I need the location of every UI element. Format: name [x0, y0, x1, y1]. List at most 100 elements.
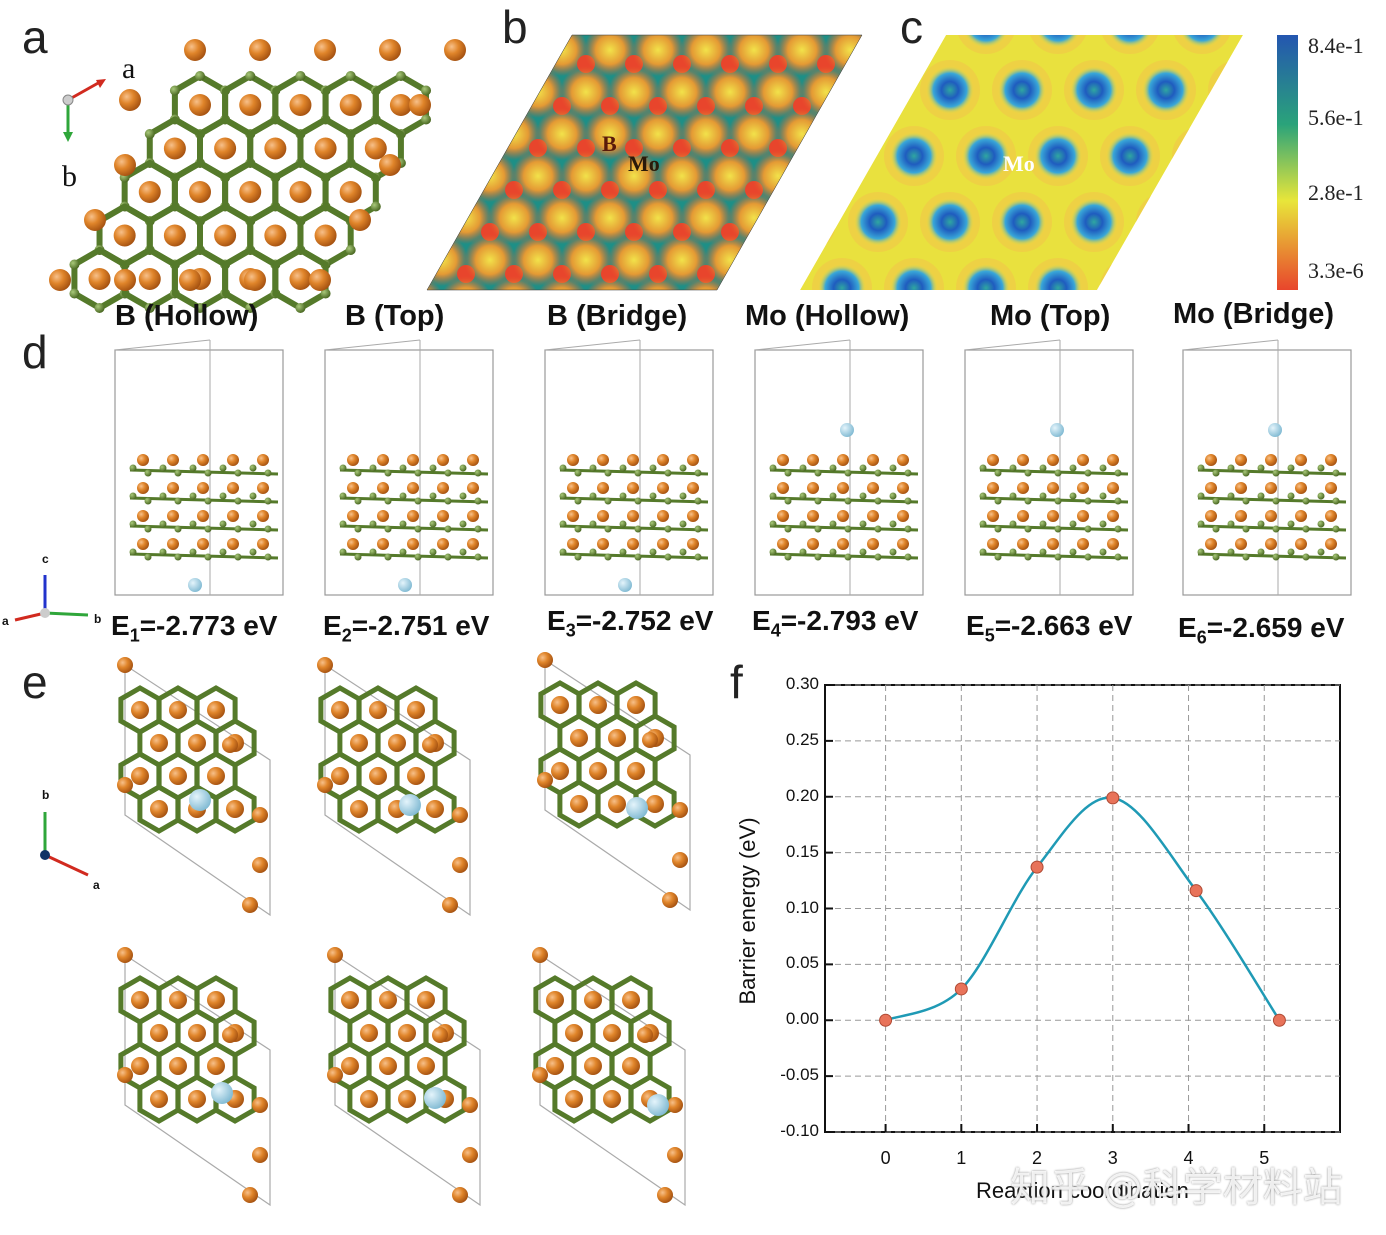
mo-atom: [1235, 482, 1247, 494]
b-atom: [174, 497, 182, 505]
map-b-spot: [680, 276, 732, 290]
mo-atom: [317, 777, 333, 793]
mo-atom: [289, 181, 312, 203]
mo-atom: [314, 39, 336, 61]
map-c-ring: [992, 324, 1052, 384]
hex-ring: [213, 784, 257, 834]
b-atom: [264, 525, 272, 533]
mo-atom: [687, 538, 699, 550]
b-atom: [634, 497, 642, 505]
mo-atom: [377, 510, 389, 522]
b-atom: [474, 497, 482, 505]
b-atom: [339, 492, 347, 500]
b-atom: [249, 520, 257, 528]
b-atom: [1114, 469, 1122, 477]
mo-atom: [432, 1027, 448, 1043]
b-atom: [889, 464, 897, 472]
map-c-spot: [854, 66, 902, 114]
b-atom: [459, 492, 467, 500]
b-atom: [784, 525, 792, 533]
map-b-spot: [800, 150, 852, 202]
mo-atom: [227, 538, 239, 550]
b-atom: [414, 525, 422, 533]
hex-ring: [633, 779, 677, 829]
b-atom: [1024, 525, 1032, 533]
b-atom: [245, 71, 256, 81]
mo-atom: [1077, 454, 1089, 466]
map-b-spot: [584, 192, 636, 244]
mo-atom: [252, 857, 268, 873]
mo-atom: [567, 538, 579, 550]
map-c-ring: [1208, 60, 1243, 120]
mo-atom: [467, 482, 479, 494]
mo-atom: [551, 762, 569, 780]
b-atom: [1317, 520, 1325, 528]
mo-atom: [417, 991, 435, 1009]
mo-atom: [188, 1090, 206, 1108]
lattice-bond: [197, 203, 229, 224]
x-tick-label: 2: [1032, 1148, 1043, 1168]
map-c-spot: [1106, 132, 1154, 180]
map-b-spot: [848, 66, 862, 118]
mo-atom: [437, 538, 449, 550]
mo-atom: [257, 482, 269, 494]
axis-b-arrowhead: [63, 132, 73, 142]
mo-atom: [567, 510, 579, 522]
adsorbate-atom: [1050, 423, 1064, 437]
mo-atom: [137, 454, 149, 466]
mo-atom: [389, 94, 412, 116]
map-b-spot: [848, 0, 900, 34]
mo-atom: [214, 224, 237, 247]
mo-atom: [339, 181, 362, 203]
b-atom: [1024, 553, 1032, 561]
mo-atom: [1047, 482, 1059, 494]
panel-label-c: c: [900, 1, 923, 53]
slab-bond-row: [129, 552, 279, 560]
b-atom: [399, 464, 407, 472]
map-b-spot: [560, 0, 612, 34]
mo-atom: [1325, 538, 1337, 550]
b-atom: [1227, 520, 1235, 528]
map-c-ring: [776, 324, 836, 384]
b-atom: [249, 464, 257, 472]
mo-atom: [138, 181, 161, 203]
mo-atom: [197, 510, 209, 522]
b-atom: [874, 469, 882, 477]
map-c-ring: [1136, 192, 1196, 252]
slab-bond-row: [769, 468, 919, 476]
b-atom: [1099, 464, 1107, 472]
mo-atom: [444, 39, 466, 61]
map-b-hot: [841, 13, 859, 31]
lattice-bond: [247, 160, 279, 181]
axis-e-a: a: [93, 878, 100, 892]
b-atom: [1257, 492, 1265, 500]
b-atom: [784, 469, 792, 477]
b-atom: [829, 520, 837, 528]
mo-atom: [1265, 482, 1277, 494]
map-c-spot: [1214, 66, 1243, 114]
b-atom: [664, 525, 672, 533]
mo-atom: [289, 94, 312, 116]
mo-atom: [667, 1097, 683, 1113]
mo-atom: [837, 482, 849, 494]
slab-bond-row: [339, 552, 489, 560]
b-atom: [874, 497, 882, 505]
b-atom: [384, 469, 392, 477]
panel-d-structures: [14, 339, 1352, 622]
b-atom: [399, 548, 407, 556]
mo-atom: [327, 1067, 343, 1083]
b-atom: [1257, 548, 1265, 556]
b-atom: [1212, 525, 1220, 533]
mo-atom: [807, 538, 819, 550]
mo-atom: [987, 454, 999, 466]
x-tick-label: 1: [956, 1148, 967, 1168]
slab-bond-row: [979, 524, 1129, 532]
b-atom: [1039, 548, 1047, 556]
mo-atom: [163, 137, 186, 160]
map-b-spot: [440, 108, 492, 160]
b-atom: [1212, 553, 1220, 561]
mo-atom: [360, 1090, 378, 1108]
lattice-bond: [297, 247, 329, 268]
mo-atom: [452, 1187, 468, 1203]
